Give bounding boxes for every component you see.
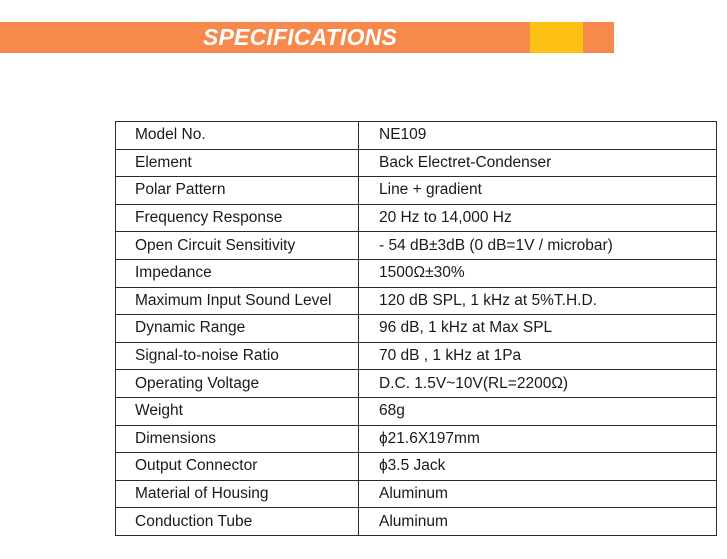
spec-row: Element Back Electret-Condenser (115, 148, 717, 178)
spec-value: 20 Hz to 14,000 Hz (358, 203, 717, 233)
spec-label: Element (115, 148, 359, 178)
spec-row: Open Circuit Sensitivity - 54 dB±3dB (0 … (115, 231, 717, 260)
spec-row: Polar Pattern Line + gradient (115, 176, 717, 205)
banner-accent-block (530, 22, 583, 53)
spec-label: Operating Voltage (115, 369, 359, 398)
spec-label: Conduction Tube (115, 507, 359, 536)
spec-label: Output Connector (115, 452, 359, 481)
spec-row: Operating Voltage D.C. 1.5V~10V(RL=2200Ω… (115, 369, 717, 398)
spec-row: Model No. NE109 (115, 121, 717, 150)
spec-value: Aluminum (358, 507, 717, 536)
spec-value: Back Electret-Condenser (358, 148, 717, 178)
spec-label: Dimensions (115, 424, 359, 454)
spec-label: Material of Housing (115, 479, 359, 509)
spec-label: Polar Pattern (115, 176, 359, 205)
spec-row: Signal-to-noise Ratio 70 dB , 1 kHz at 1… (115, 341, 717, 371)
spec-label: Dynamic Range (115, 314, 359, 343)
specifications-banner: SPECIFICATIONS (0, 22, 614, 53)
spec-value: ϕ3.5 Jack (358, 452, 717, 481)
page-title: SPECIFICATIONS (202, 24, 398, 50)
spec-value: D.C. 1.5V~10V(RL=2200Ω) (358, 369, 717, 398)
spec-label: Model No. (115, 121, 359, 150)
spec-label: Impedance (115, 258, 359, 288)
spec-value: 68g (358, 396, 717, 426)
spec-row: Impedance 1500Ω±30% (115, 258, 717, 288)
spec-row: Output Connector ϕ3.5 Jack (115, 452, 717, 481)
spec-value: ϕ21.6X197mm (358, 424, 717, 454)
spec-row: Dynamic Range 96 dB, 1 kHz at Max SPL (115, 314, 717, 343)
spec-label: Weight (115, 396, 359, 426)
spec-label: Signal-to-noise Ratio (115, 341, 359, 371)
specifications-table: Model No. NE109 Element Back Electret-Co… (115, 121, 717, 536)
spec-value: Line + gradient (358, 176, 717, 205)
spec-label: Maximum Input Sound Level (115, 286, 359, 316)
spec-value: NE109 (358, 121, 717, 150)
spec-row: Maximum Input Sound Level 120 dB SPL, 1 … (115, 286, 717, 316)
spec-value: 1500Ω±30% (358, 258, 717, 288)
spec-row: Frequency Response 20 Hz to 14,000 Hz (115, 203, 717, 233)
spec-value: Aluminum (358, 479, 717, 509)
spec-value: 120 dB SPL, 1 kHz at 5%T.H.D. (358, 286, 717, 316)
spec-row: Weight 68g (115, 396, 717, 426)
spec-value: - 54 dB±3dB (0 dB=1V / microbar) (358, 231, 717, 260)
spec-value: 96 dB, 1 kHz at Max SPL (358, 314, 717, 343)
spec-row: Dimensions ϕ21.6X197mm (115, 424, 717, 454)
spec-value: 70 dB , 1 kHz at 1Pa (358, 341, 717, 371)
spec-row: Material of Housing Aluminum (115, 479, 717, 509)
spec-row: Conduction Tube Aluminum (115, 507, 717, 536)
spec-label: Open Circuit Sensitivity (115, 231, 359, 260)
spec-label: Frequency Response (115, 203, 359, 233)
